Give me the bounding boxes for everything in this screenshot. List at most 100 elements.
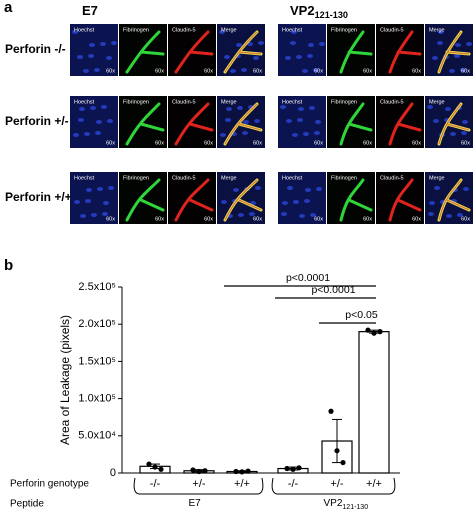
channel-label: Merge: [429, 27, 445, 33]
nucleus: [466, 42, 472, 46]
nucleus: [101, 105, 107, 109]
nucleus: [78, 118, 84, 122]
nucleus: [304, 199, 310, 203]
nucleus: [233, 188, 239, 192]
nucleus: [84, 132, 90, 136]
data-point: [334, 448, 340, 454]
nucleus: [298, 107, 304, 111]
nucleus: [237, 106, 243, 110]
nucleus: [457, 213, 463, 217]
magnification-label: 60x: [363, 68, 372, 74]
vessel: [125, 30, 165, 74]
vessel: [388, 102, 422, 146]
x-tick-label: +/-: [192, 478, 205, 490]
channel-label: Merge: [221, 27, 237, 33]
column-header: E7: [82, 3, 98, 18]
channel-label: Fibrinogen: [123, 99, 149, 105]
magnification-label: 60x: [412, 216, 421, 222]
nucleus: [89, 43, 95, 47]
channel-label: Fibrinogen: [331, 175, 357, 181]
row-label: Perforin +/+: [5, 190, 72, 204]
nucleus: [74, 200, 80, 204]
magnification-label: 60x: [106, 68, 115, 74]
vessel: [388, 178, 422, 222]
nucleus: [281, 212, 287, 216]
nucleus: [437, 41, 443, 45]
x-tick-label: -/-: [288, 478, 299, 490]
magnification-label: 60x: [363, 216, 372, 222]
x-tick-label: +/+: [366, 478, 382, 490]
nucleus: [432, 56, 438, 60]
channel-label: Merge: [429, 99, 445, 105]
nucleus: [434, 186, 440, 190]
nucleus: [97, 187, 103, 191]
nucleus: [315, 120, 321, 124]
nucleus: [427, 105, 433, 109]
data-point: [340, 459, 346, 466]
nucleus: [221, 200, 227, 204]
nucleus: [297, 118, 303, 122]
data-point: [377, 329, 383, 335]
nucleus: [254, 119, 260, 123]
data-point: [296, 465, 302, 471]
significance-label: p<0.0001: [311, 284, 355, 296]
data-point: [365, 327, 371, 333]
nucleus: [72, 30, 78, 34]
channel-label: Hoechst: [74, 99, 95, 105]
x-tick-label: +/-: [330, 478, 343, 490]
vessel-red: [438, 31, 470, 73]
data-point: [239, 469, 245, 475]
row-label: Peptide: [10, 499, 44, 510]
x-tick-label: +/+: [234, 478, 250, 490]
vessel: [339, 178, 373, 222]
group-label: E7: [189, 498, 202, 509]
nucleus: [94, 68, 100, 72]
bar: [358, 331, 390, 474]
data-point: [245, 468, 251, 474]
column-header-main: VP2: [290, 3, 315, 18]
data-point: [371, 330, 377, 336]
nucleus: [433, 119, 439, 123]
nucleus: [88, 54, 94, 58]
nucleus: [446, 214, 452, 218]
channel-label: Claudin-5: [172, 175, 196, 181]
row-label: Perforin +/-: [5, 114, 69, 128]
nucleus: [449, 69, 455, 73]
vessel-red: [224, 103, 262, 145]
vessel: [174, 102, 214, 146]
nucleus: [241, 68, 247, 72]
nucleus: [307, 54, 313, 58]
nucleus: [77, 55, 83, 59]
data-point: [290, 466, 296, 472]
magnification-label: 60x: [314, 216, 323, 222]
magnification-label: 60x: [253, 140, 262, 146]
data-point: [233, 468, 239, 475]
nucleus: [80, 214, 86, 218]
nucleus: [286, 119, 292, 123]
group-label: VP2121-130: [324, 498, 369, 511]
vessel: [125, 102, 165, 146]
magnification-label: 60x: [412, 68, 421, 74]
column-header: VP2121-130: [290, 3, 348, 20]
channel-label: Fibrinogen: [123, 175, 149, 181]
vessel: [174, 178, 214, 222]
significance-label: p<0.05: [345, 309, 378, 321]
nucleus: [91, 213, 97, 217]
nucleus: [429, 201, 435, 205]
y-axis-label: Area of Leakage (pixels): [58, 315, 72, 445]
nucleus: [282, 201, 288, 205]
nucleus: [313, 68, 319, 72]
data-point: [202, 468, 208, 474]
vessel-red: [438, 103, 470, 145]
channel-label: Hoechst: [74, 27, 95, 33]
nucleus: [224, 55, 230, 59]
vessel: [125, 178, 165, 222]
nucleus: [102, 212, 108, 216]
nucleus: [236, 43, 242, 47]
magnification-label: 60x: [314, 68, 323, 74]
nucleus: [242, 131, 248, 135]
nucleus: [255, 186, 261, 190]
nucleus: [107, 119, 113, 123]
nucleus: [308, 43, 314, 47]
